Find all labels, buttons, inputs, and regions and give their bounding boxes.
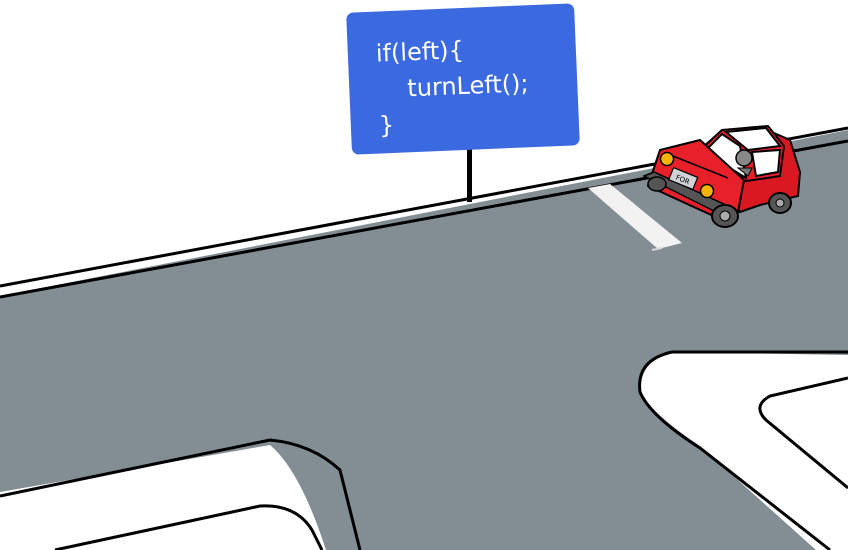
code-sign-board <box>346 3 580 155</box>
road-surface <box>0 130 848 550</box>
right-headlight <box>699 183 715 199</box>
right-curb <box>638 350 848 550</box>
right-sidewalk-block <box>758 376 848 490</box>
lower-curb <box>0 438 362 550</box>
lower-sidewalk-block <box>54 504 324 550</box>
sign-post <box>467 138 472 202</box>
stop-line-marking <box>588 184 682 249</box>
left-headlight <box>659 151 675 167</box>
license-plate: FOR <box>667 166 699 191</box>
front-left-wheel <box>647 176 667 192</box>
red-car: FOR <box>642 124 802 228</box>
